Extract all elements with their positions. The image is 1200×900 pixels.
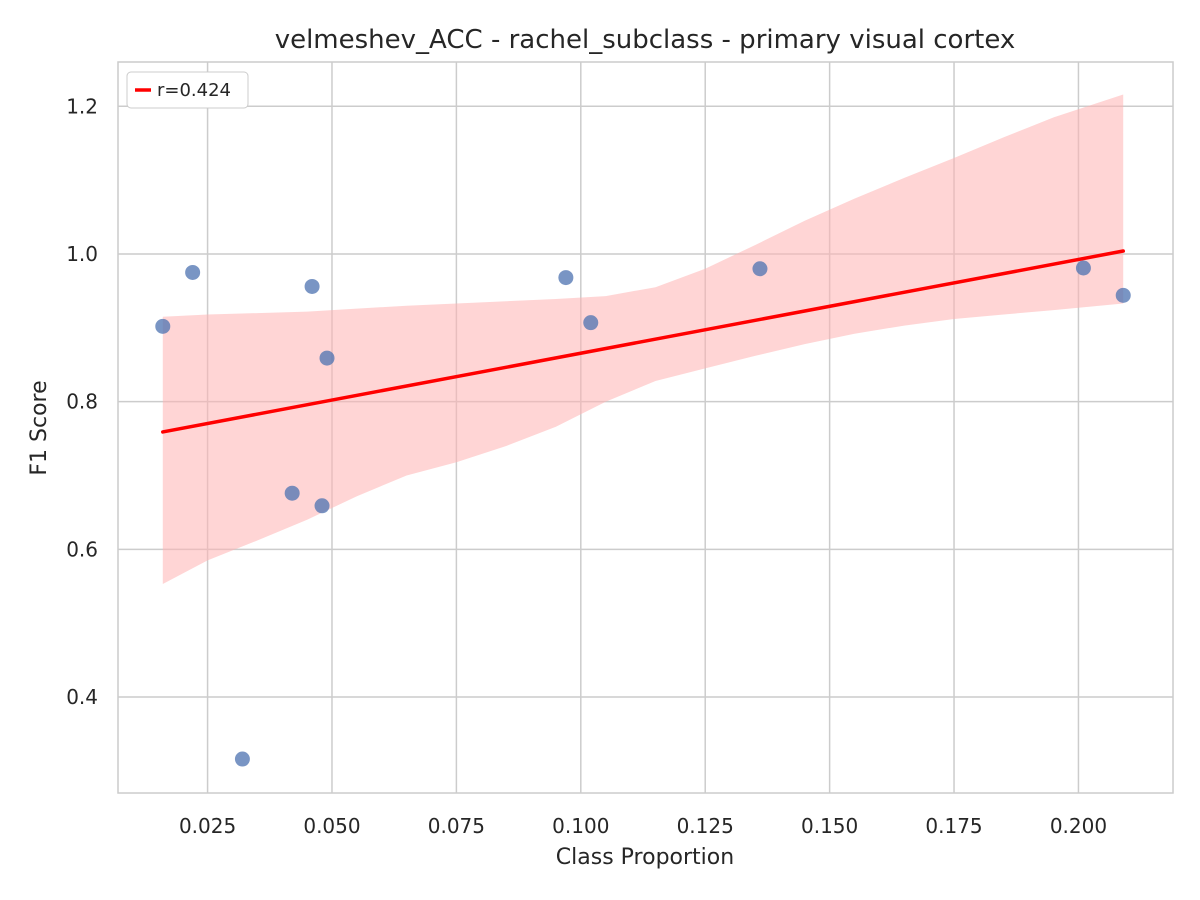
x-tick-label: 0.125 [677,814,734,838]
y-tick-labels: 0.4 0.6 0.8 1.0 1.2 [66,94,98,709]
data-point [558,270,574,286]
confidence-band-area [162,94,1124,584]
regression-line-group [161,249,1125,434]
x-tick-label: 0.100 [552,814,609,838]
plot-frame [117,61,1174,794]
data-point [583,315,599,331]
data-point [185,264,201,280]
legend: r=0.424 [126,71,249,109]
y-tick-label: 0.8 [66,390,98,414]
y-tick-label: 1.2 [66,94,98,118]
x-tick-label: 0.150 [801,814,858,838]
data-point [1115,287,1131,303]
x-tick-label: 0.025 [179,814,236,838]
x-tick-label: 0.175 [925,814,982,838]
legend-label-regression: r=0.424 [157,80,231,101]
data-point [314,498,330,514]
x-tick-label: 0.200 [1050,814,1107,838]
data-point [752,261,768,277]
chart-title: velmeshev_ACC - rachel_subclass - primar… [275,25,1016,55]
x-tick-label: 0.050 [303,814,360,838]
y-axis-title: F1 Score [27,380,52,475]
x-axis-title: Class Proportion [556,845,734,870]
data-point [155,318,171,334]
legend-box [126,71,249,109]
x-tick-labels: 0.025 0.050 0.075 0.100 0.125 0.150 0.175 0.200 [179,814,1107,838]
y-tick-label: 1.0 [66,242,98,266]
data-points [155,260,1131,767]
data-point [234,751,250,767]
data-point [304,278,320,294]
y-tick-label: 0.4 [66,685,98,709]
data-point [319,350,335,366]
regression-line [161,249,1125,434]
y-tick-label: 0.6 [66,537,98,561]
x-tick-label: 0.075 [428,814,485,838]
confidence-band [162,94,1124,584]
data-point [1075,260,1091,276]
data-point [284,485,300,501]
